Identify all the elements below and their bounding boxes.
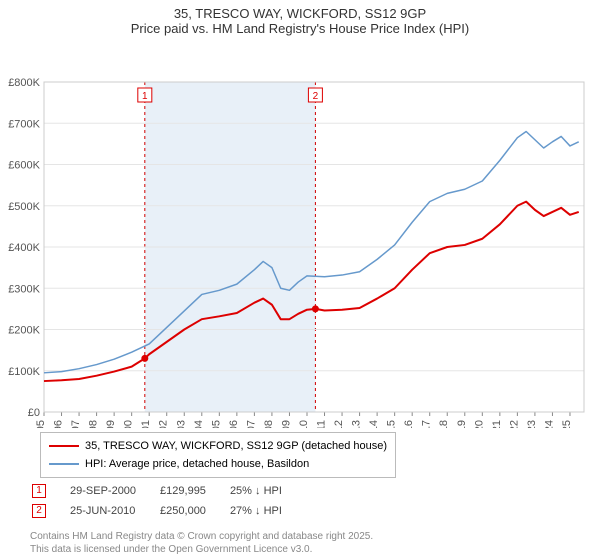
footer-line1: Contains HM Land Registry data © Crown c… bbox=[30, 530, 373, 543]
x-tick-label: 1999 bbox=[105, 420, 117, 428]
x-tick-label: 2025 bbox=[561, 420, 573, 428]
x-tick-label: 1996 bbox=[53, 420, 65, 428]
marker-price: £129,995 bbox=[160, 482, 228, 500]
chart-title-block: 35, TRESCO WAY, WICKFORD, SS12 9GP Price… bbox=[0, 0, 600, 38]
x-tick-label: 2003 bbox=[175, 420, 187, 428]
x-tick-label: 2004 bbox=[193, 420, 205, 428]
y-tick-label: £0 bbox=[28, 407, 40, 419]
footer-line2: This data is licensed under the Open Gov… bbox=[30, 543, 373, 556]
y-tick-label: £800K bbox=[8, 77, 40, 89]
marker-row: 1 29-SEP-2000£129,99525% ↓ HPI bbox=[32, 482, 304, 500]
y-tick-label: £200K bbox=[8, 325, 40, 337]
legend-label: HPI: Average price, detached house, Basi… bbox=[85, 458, 309, 470]
y-tick-label: £300K bbox=[8, 283, 40, 295]
x-tick-label: 2010 bbox=[298, 420, 310, 428]
x-tick-label: 2008 bbox=[263, 420, 275, 428]
legend-row: 35, TRESCO WAY, WICKFORD, SS12 9GP (deta… bbox=[49, 437, 387, 455]
x-tick-label: 2020 bbox=[473, 420, 485, 428]
x-tick-label: 1997 bbox=[70, 420, 82, 428]
x-tick-label: 2007 bbox=[245, 420, 257, 428]
x-tick-label: 2006 bbox=[228, 420, 240, 428]
markers-table: 1 29-SEP-2000£129,99525% ↓ HPI 2 25-JUN-201… bbox=[30, 480, 306, 522]
x-tick-label: 2016 bbox=[403, 420, 415, 428]
chart-title: 35, TRESCO WAY, WICKFORD, SS12 9GP bbox=[0, 6, 600, 21]
marker-flag-1: 1 bbox=[142, 91, 148, 102]
marker-date: 25-JUN-2010 bbox=[70, 502, 158, 520]
x-tick-label: 2022 bbox=[508, 420, 520, 428]
x-tick-label: 1995 bbox=[35, 420, 47, 428]
legend-swatch bbox=[49, 463, 79, 465]
marker-diff: 27% ↓ HPI bbox=[230, 502, 304, 520]
x-tick-label: 2015 bbox=[386, 420, 398, 428]
marker-diff: 25% ↓ HPI bbox=[230, 482, 304, 500]
x-tick-label: 2013 bbox=[351, 420, 363, 428]
x-tick-label: 2005 bbox=[210, 420, 222, 428]
x-tick-label: 2021 bbox=[491, 420, 503, 428]
marker-flag-2: 2 bbox=[313, 91, 319, 102]
x-tick-label: 2017 bbox=[421, 420, 433, 428]
x-tick-label: 2002 bbox=[158, 420, 170, 428]
x-tick-label: 2011 bbox=[316, 420, 328, 428]
price-chart: £0 £100K £200K £300K £400K £500K £600K £700K £80… bbox=[0, 38, 600, 428]
x-tick-label: 2023 bbox=[526, 420, 538, 428]
marker-price: £250,000 bbox=[160, 502, 228, 520]
x-tick-label: 1998 bbox=[88, 420, 100, 428]
legend-swatch bbox=[49, 445, 79, 447]
marker-id-box: 1 bbox=[32, 484, 46, 498]
y-tick-label: £400K bbox=[8, 242, 40, 254]
legend-row: HPI: Average price, detached house, Basi… bbox=[49, 455, 387, 473]
x-tick-label: 2012 bbox=[333, 420, 345, 428]
marker-id-box: 2 bbox=[32, 504, 46, 518]
marker-date: 29-SEP-2000 bbox=[70, 482, 158, 500]
x-tick-label: 2019 bbox=[456, 420, 468, 428]
footer-attribution: Contains HM Land Registry data © Crown c… bbox=[30, 530, 373, 556]
x-tick-label: 2001 bbox=[140, 420, 152, 428]
x-tick-label: 2000 bbox=[123, 420, 135, 428]
x-tick-label: 2014 bbox=[368, 420, 380, 428]
y-tick-label: £500K bbox=[8, 201, 40, 213]
legend-label: 35, TRESCO WAY, WICKFORD, SS12 9GP (deta… bbox=[85, 440, 387, 452]
y-tick-label: £700K bbox=[8, 118, 40, 130]
x-tick-label: 2024 bbox=[543, 420, 555, 428]
legend: 35, TRESCO WAY, WICKFORD, SS12 9GP (deta… bbox=[40, 432, 396, 478]
x-tick-label: 2009 bbox=[280, 420, 292, 428]
y-tick-label: £600K bbox=[8, 160, 40, 172]
chart-subtitle: Price paid vs. HM Land Registry's House … bbox=[0, 21, 600, 36]
y-tick-label: £100K bbox=[8, 366, 40, 378]
marker-row: 2 25-JUN-2010£250,00027% ↓ HPI bbox=[32, 502, 304, 520]
x-tick-label: 2018 bbox=[438, 420, 450, 428]
